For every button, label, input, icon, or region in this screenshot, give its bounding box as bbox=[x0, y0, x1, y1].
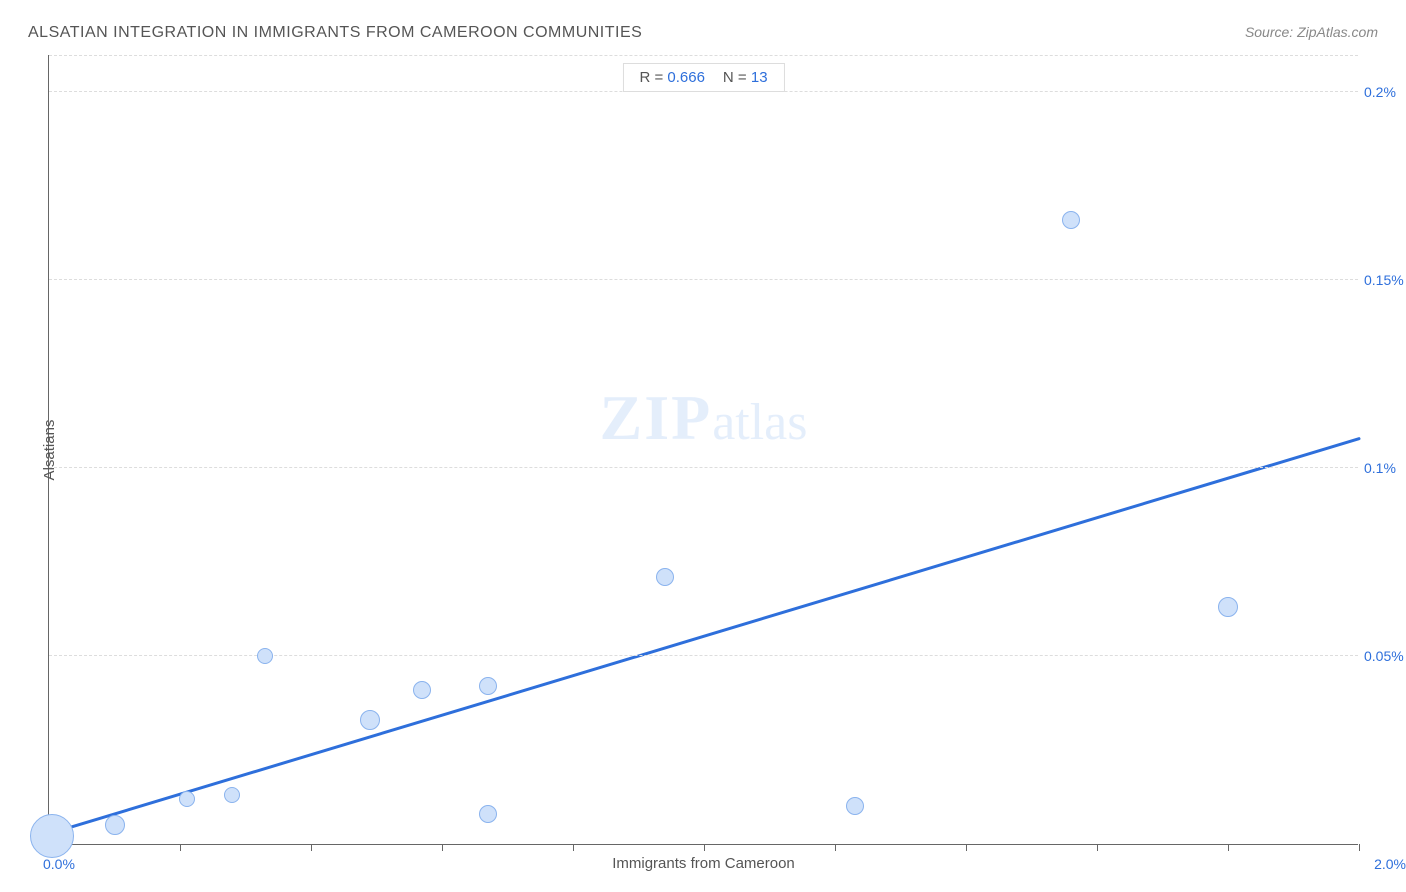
data-point bbox=[846, 797, 864, 815]
gridline bbox=[49, 467, 1358, 468]
x-tick-label-max: 2.0% bbox=[1374, 856, 1406, 872]
y-tick-label: 0.1% bbox=[1364, 460, 1406, 476]
x-tick bbox=[704, 844, 705, 851]
data-point bbox=[1062, 211, 1080, 229]
gridline bbox=[49, 55, 1358, 56]
gridline bbox=[49, 91, 1358, 92]
x-tick bbox=[835, 844, 836, 851]
x-tick-label-min: 0.0% bbox=[43, 856, 75, 872]
x-tick bbox=[311, 844, 312, 851]
r-label: R = bbox=[639, 69, 663, 86]
data-point bbox=[257, 648, 273, 664]
watermark: ZIPatlas bbox=[600, 381, 808, 455]
data-point bbox=[656, 568, 674, 586]
source-label: Source: bbox=[1245, 24, 1293, 40]
stats-legend: R = 0.666 N = 13 bbox=[622, 63, 784, 92]
source-value: ZipAtlas.com bbox=[1297, 24, 1378, 40]
n-label: N = bbox=[723, 69, 747, 86]
trend-line bbox=[49, 55, 349, 205]
x-tick bbox=[442, 844, 443, 851]
x-tick bbox=[1228, 844, 1229, 851]
y-tick-label: 0.15% bbox=[1364, 272, 1406, 288]
data-point bbox=[1218, 597, 1238, 617]
watermark-zip: ZIP bbox=[600, 382, 713, 453]
scatter-plot: ZIPatlas R = 0.666 N = 13 Immigrants fro… bbox=[48, 55, 1358, 845]
x-tick bbox=[1359, 844, 1360, 851]
source-attribution: Source: ZipAtlas.com bbox=[1245, 24, 1378, 40]
x-tick bbox=[966, 844, 967, 851]
data-point bbox=[224, 787, 240, 803]
y-tick-label: 0.2% bbox=[1364, 84, 1406, 100]
watermark-atlas: atlas bbox=[712, 394, 807, 451]
chart-title: ALSATIAN INTEGRATION IN IMMIGRANTS FROM … bbox=[28, 24, 642, 42]
data-point bbox=[479, 677, 497, 695]
legend-r: R = 0.666 bbox=[639, 69, 704, 86]
gridline bbox=[49, 279, 1358, 280]
n-value: 13 bbox=[751, 69, 768, 86]
data-point bbox=[30, 814, 74, 858]
chart-header: ALSATIAN INTEGRATION IN IMMIGRANTS FROM … bbox=[28, 24, 1378, 42]
gridline bbox=[49, 655, 1358, 656]
r-value: 0.666 bbox=[667, 69, 705, 86]
data-point bbox=[179, 791, 195, 807]
x-tick bbox=[1097, 844, 1098, 851]
legend-n: N = 13 bbox=[723, 69, 768, 86]
x-tick bbox=[180, 844, 181, 851]
y-tick-label: 0.05% bbox=[1364, 648, 1406, 664]
data-point bbox=[479, 805, 497, 823]
x-tick bbox=[573, 844, 574, 851]
data-point bbox=[105, 815, 125, 835]
data-point bbox=[360, 710, 380, 730]
data-point bbox=[413, 681, 431, 699]
x-axis-label: Immigrants from Cameroon bbox=[612, 855, 795, 872]
y-axis-label: Alsatians bbox=[41, 419, 58, 480]
